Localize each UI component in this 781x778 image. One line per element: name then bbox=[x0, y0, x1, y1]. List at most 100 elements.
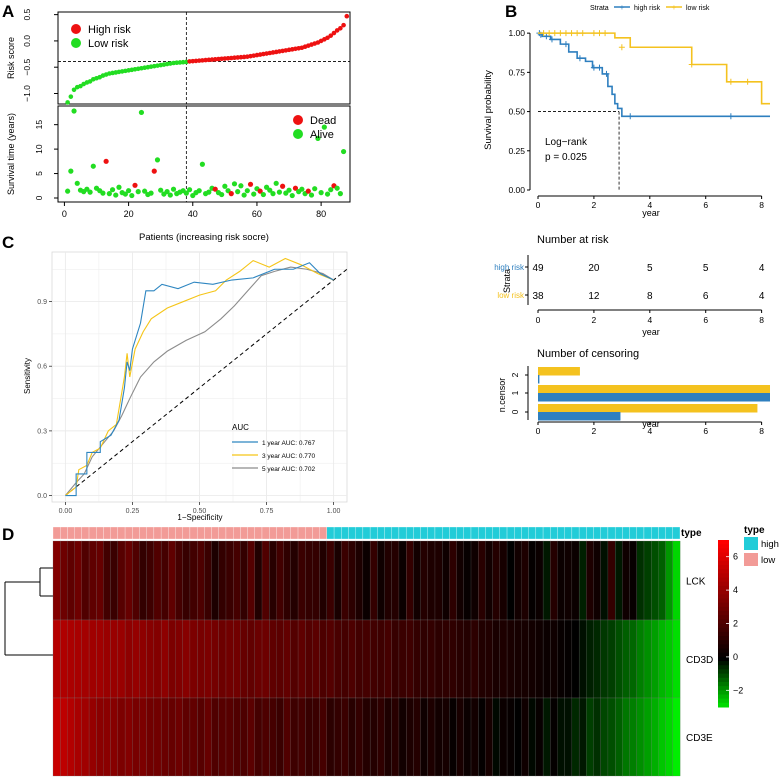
heatmap-cell bbox=[629, 540, 638, 621]
heatmap-cell bbox=[384, 619, 393, 699]
heatmap-cell bbox=[427, 697, 436, 777]
risk-score-point bbox=[344, 13, 350, 19]
heatmap-cell bbox=[261, 540, 270, 621]
heatmap-cell bbox=[60, 619, 68, 699]
heatmap-cell bbox=[629, 697, 638, 777]
heatmap-cell bbox=[103, 619, 111, 699]
censor-ytick-label: 1 bbox=[510, 390, 520, 395]
alive-point bbox=[129, 192, 135, 199]
alive-point bbox=[231, 181, 238, 187]
heatmap-cell bbox=[492, 697, 501, 777]
alive-point bbox=[196, 188, 202, 194]
colorbar-step bbox=[718, 560, 729, 566]
risk-table-row-label: low risk bbox=[497, 291, 525, 300]
heatmap-cell bbox=[571, 619, 580, 699]
colorbar-step bbox=[718, 686, 729, 691]
km-xlabel: year bbox=[642, 208, 660, 218]
heatmap-row-label: CD3E bbox=[686, 733, 713, 744]
heatmap-cell bbox=[269, 619, 277, 699]
survival-xtick-label: 0 bbox=[62, 209, 67, 219]
heatmap-cell bbox=[651, 540, 659, 621]
dendro-branch-root bbox=[4, 581, 53, 656]
annotation-cell bbox=[247, 526, 255, 540]
annotation-cell bbox=[593, 526, 601, 540]
alive-point bbox=[199, 161, 205, 167]
heatmap-cell bbox=[391, 697, 400, 777]
survival-ytick-label: 5 bbox=[34, 171, 44, 176]
km-censor-low bbox=[546, 30, 553, 37]
panel-label-c: C bbox=[2, 233, 14, 252]
colorbar-step bbox=[718, 606, 729, 612]
heatmap-cell bbox=[470, 540, 479, 621]
roc-legend-5y-label: 5 year AUC: 0.702 bbox=[262, 466, 315, 473]
alive-point bbox=[122, 191, 128, 197]
km-xtick-label: 0 bbox=[536, 200, 541, 210]
alive-point bbox=[100, 190, 106, 196]
heatmap-cell bbox=[297, 619, 306, 699]
annotation-cell bbox=[463, 526, 472, 540]
annotation-cell bbox=[290, 526, 299, 540]
risk-score-plot: −1.0 −0.5 0.0 0.5 Risk score High risk Low … bbox=[6, 8, 351, 105]
heatmap-cell bbox=[261, 697, 270, 777]
colorbar-step bbox=[718, 652, 729, 658]
risk-table-cell: 12 bbox=[588, 291, 600, 302]
heatmap-cell bbox=[456, 540, 465, 621]
colorbar-step bbox=[718, 619, 729, 624]
annotation-cell bbox=[52, 526, 61, 540]
heatmap-cell bbox=[643, 540, 652, 621]
heatmap-cell bbox=[636, 540, 645, 621]
colorbar-tick-label: 4 bbox=[733, 585, 738, 595]
heatmap-annotation-label: type bbox=[681, 528, 702, 539]
heatmap-cell bbox=[629, 619, 638, 699]
heatmap-cell bbox=[240, 540, 248, 621]
heatmap-cell bbox=[600, 540, 609, 621]
heatmap-cell bbox=[478, 619, 486, 699]
heatmap-cell bbox=[427, 619, 436, 699]
heatmap-cell bbox=[240, 619, 248, 699]
colorbar-step bbox=[718, 702, 729, 708]
km-censor-high bbox=[596, 64, 603, 71]
heatmap-cell bbox=[52, 540, 61, 621]
km-censor-high bbox=[543, 33, 550, 40]
km-censor-low bbox=[579, 30, 586, 37]
heatmap-cell bbox=[103, 697, 111, 777]
heatmap-cell bbox=[463, 697, 472, 777]
heatmap-cell bbox=[485, 697, 493, 777]
annotation-cell bbox=[312, 526, 320, 540]
risk-table-row-label: high risk bbox=[494, 263, 525, 272]
heatmap-cell bbox=[204, 697, 212, 777]
heatmap-cell bbox=[146, 540, 155, 621]
censor-bar-low-risk bbox=[538, 367, 580, 376]
risk-score-point bbox=[65, 100, 70, 105]
km-censor-low bbox=[596, 30, 603, 37]
heatmap-cell bbox=[319, 697, 328, 777]
heatmap-cell bbox=[290, 697, 299, 777]
heatmap-cell bbox=[247, 619, 256, 699]
annotation-cell bbox=[74, 526, 82, 540]
annotation-cell bbox=[600, 526, 609, 540]
km-xtick-label: 8 bbox=[759, 200, 764, 210]
heatmap-cell bbox=[204, 540, 212, 621]
heatmap-cell bbox=[276, 619, 284, 699]
heatmap-cell bbox=[60, 697, 68, 777]
risk-score-point bbox=[341, 22, 346, 28]
heatmap-cell bbox=[341, 540, 349, 621]
heatmap-cell bbox=[211, 697, 220, 777]
censor-xtick-label: 6 bbox=[703, 426, 708, 436]
heatmap-cell bbox=[276, 540, 284, 621]
heatmap-cell bbox=[398, 540, 407, 621]
heatmap-cell bbox=[168, 540, 176, 621]
censor-bar-high-risk bbox=[538, 412, 621, 421]
annotation-cell bbox=[514, 526, 522, 540]
heatmap-cell bbox=[384, 540, 393, 621]
annotation-cell bbox=[283, 526, 291, 540]
heatmap-cell bbox=[110, 540, 119, 621]
km-curve-high-risk bbox=[538, 32, 770, 118]
alive-point bbox=[74, 180, 80, 186]
roc-ytick-label: 0.9 bbox=[37, 299, 47, 306]
colorbar-step bbox=[718, 698, 729, 704]
risk-score-points bbox=[65, 13, 350, 105]
heatmap-cell bbox=[182, 619, 191, 699]
annotation-cell bbox=[196, 526, 205, 540]
heatmap-cell bbox=[514, 540, 522, 621]
